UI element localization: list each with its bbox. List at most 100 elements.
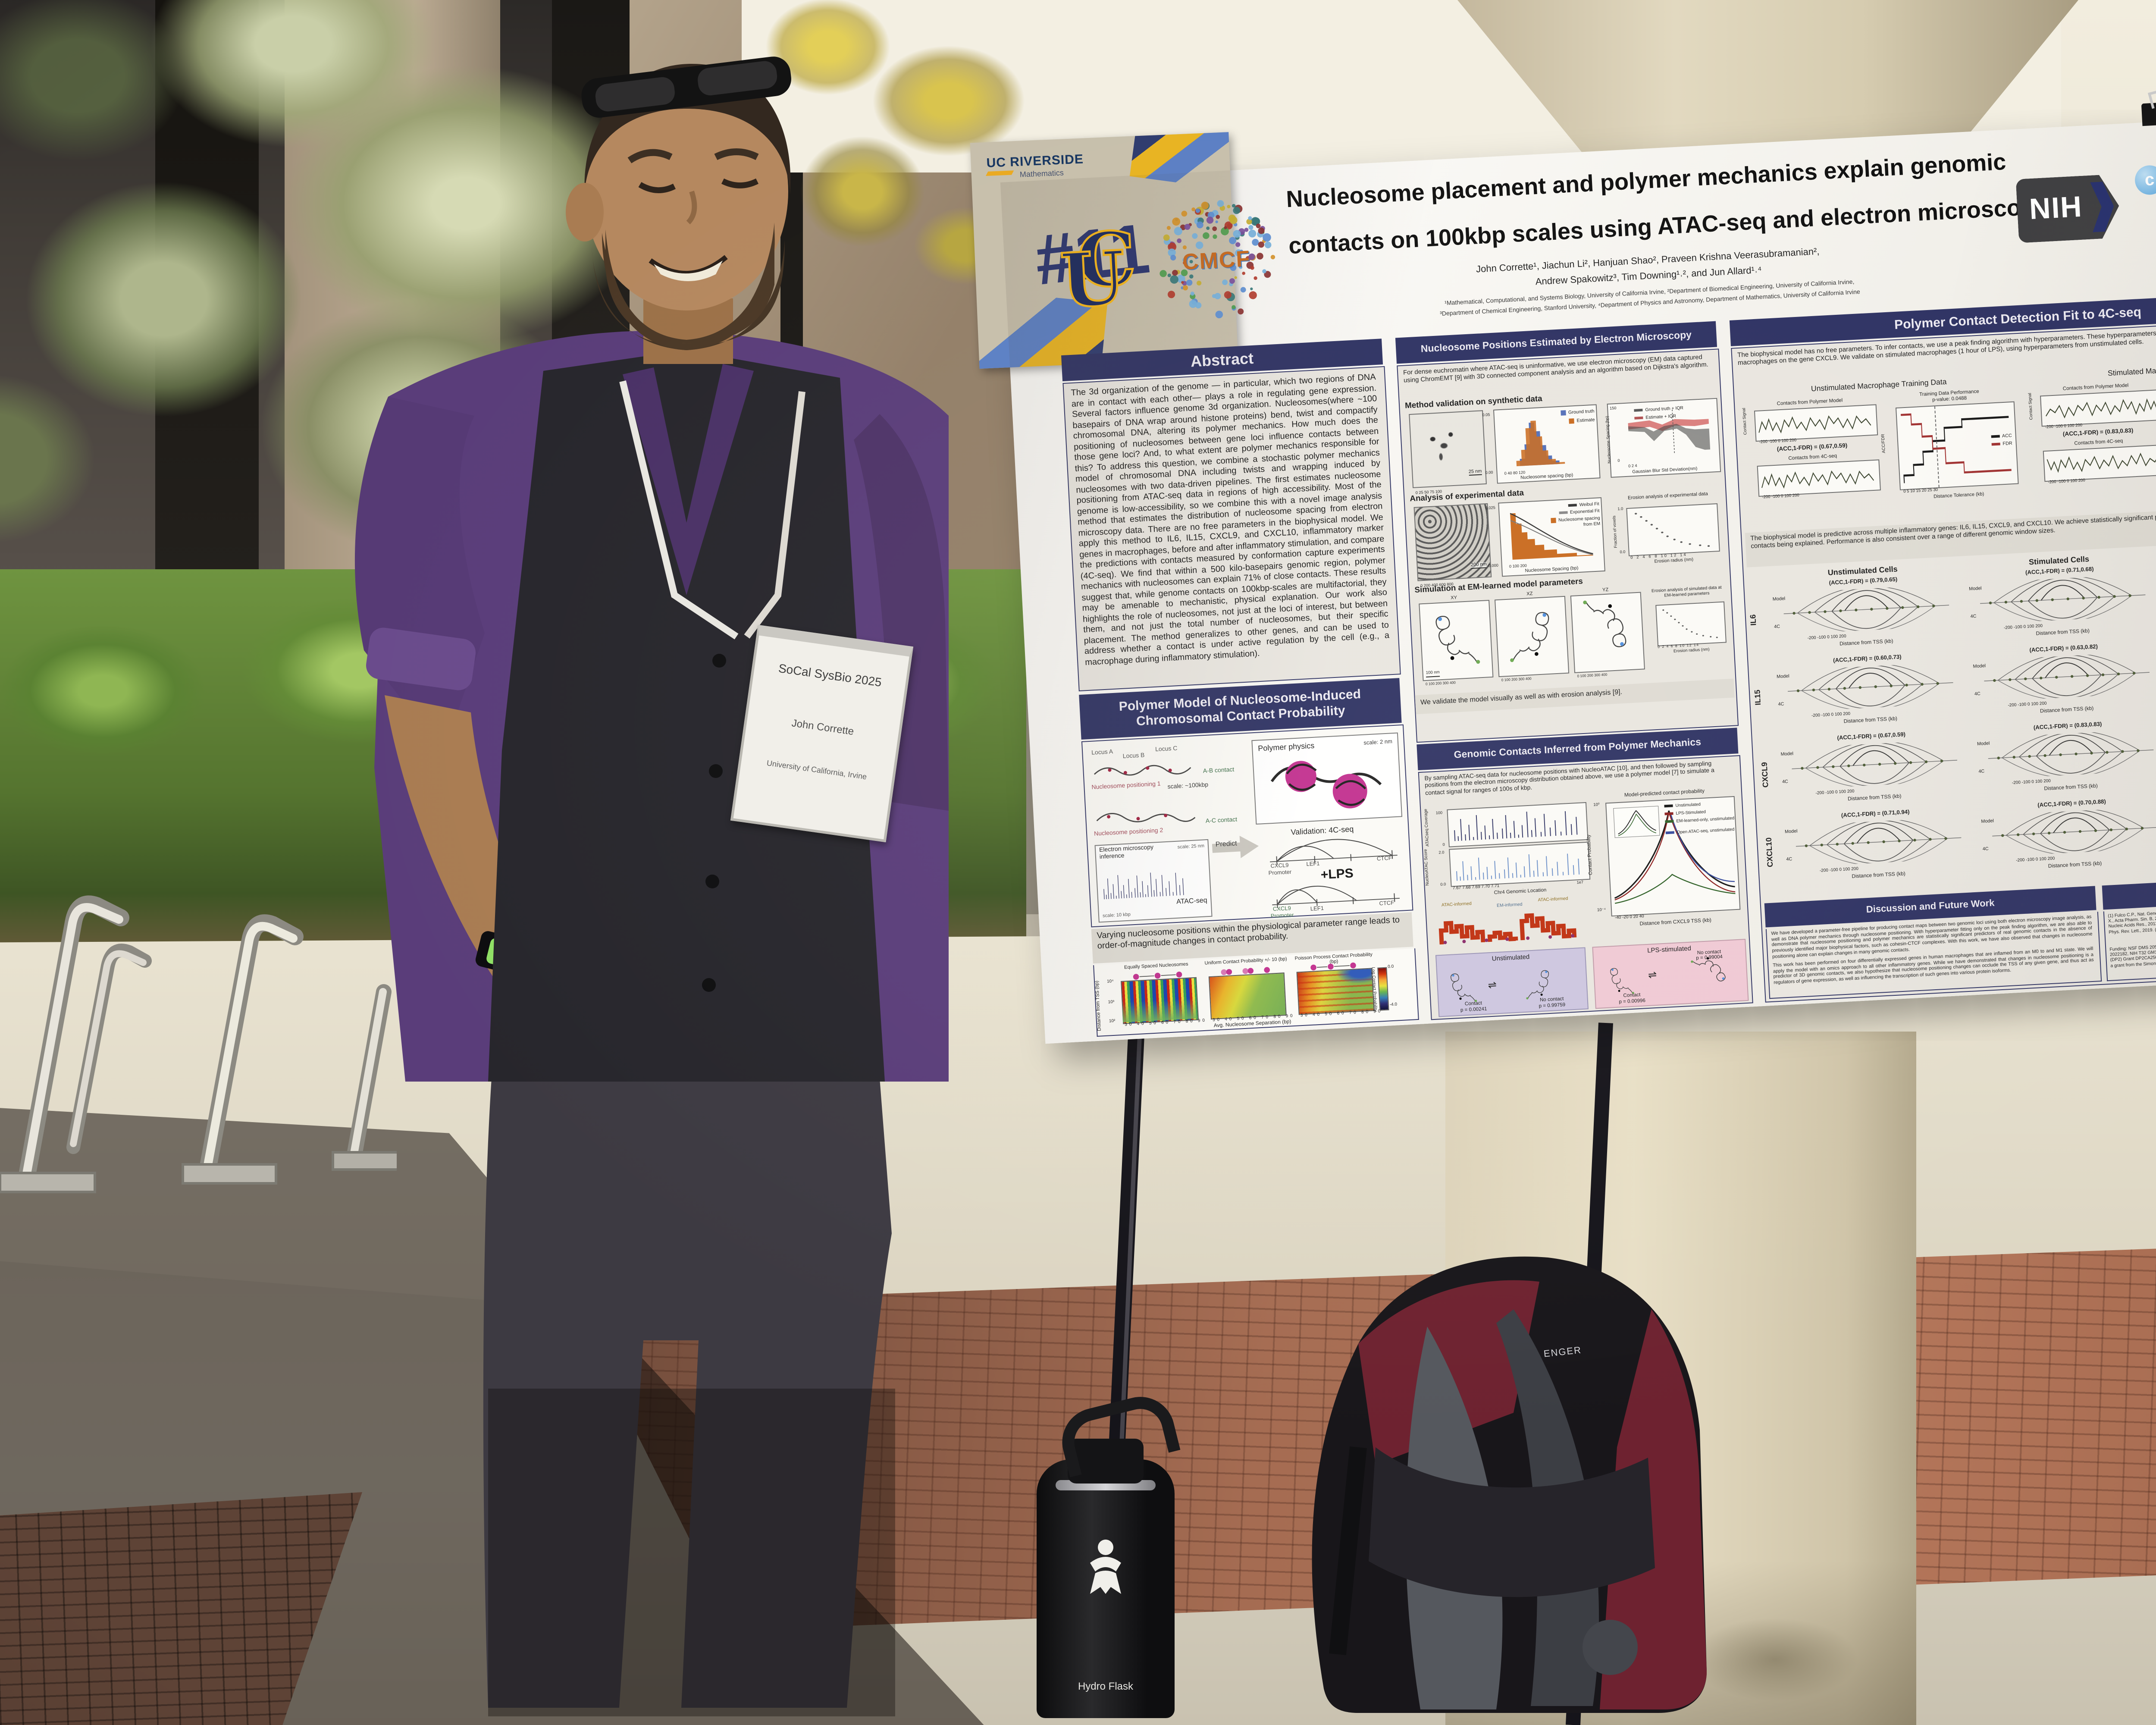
heatmap1-title: Equally Spaced Nucleosomes bbox=[1124, 962, 1188, 971]
gene-xlabel: Distance from TSS (kb) bbox=[2048, 861, 2102, 869]
atac-coverage-track: 100 0 ATACseq Coverage bbox=[1423, 802, 1589, 847]
test-title: Stimulated Macrophage Test Data bbox=[2107, 363, 2156, 378]
heatmap-row: Equally Spaced Nucleosomes Uniform Conta… bbox=[1093, 948, 1419, 1037]
gene-label-il15: IL15 bbox=[1753, 689, 1763, 706]
em-erosion1: Erosion analysis of experimental data 1.… bbox=[1612, 492, 1724, 569]
svg-text:C: C bbox=[1075, 214, 1138, 305]
nucleoatac-track: 2.0 0.0 NucleoATAC Score bbox=[1423, 841, 1591, 887]
presenter-person bbox=[354, 56, 949, 1716]
heatmap-colorbar bbox=[1377, 967, 1389, 1011]
locus-squiggle bbox=[1094, 765, 1191, 776]
track1-ymin: 0 bbox=[1442, 842, 1445, 847]
em-iqr-plot: Ground truth + IQR Estimate + IQR 150 0 … bbox=[1606, 398, 1721, 478]
smile bbox=[654, 260, 723, 281]
nucleoatac-spikes bbox=[1452, 848, 1586, 882]
sim-xy-label: XY bbox=[1450, 595, 1457, 601]
references-body: (1) Fulco C.P., Nat. Genet., 2019. (2) G… bbox=[2103, 899, 2156, 982]
diagram-label-scale100: scale: ~100kbp bbox=[1167, 782, 1209, 790]
diagram-label-atac: ATAC-seq bbox=[1176, 896, 1207, 906]
cp-ymax: 10⁰ bbox=[1593, 803, 1600, 808]
diagram-label-ab: A-B contact bbox=[1203, 767, 1235, 775]
cp-ymin: 10⁻⁴ bbox=[1597, 908, 1606, 913]
nucleosome-spheres bbox=[1270, 761, 1382, 809]
gene-xlabel: Distance from TSS (kb) bbox=[2040, 706, 2094, 715]
abstract-body: The 3d organization of the genome — in p… bbox=[1062, 366, 1401, 692]
heatmap2 bbox=[1208, 972, 1287, 1020]
binder-clip-right bbox=[2141, 101, 2156, 126]
references-text: (1) Fulco C.P., Nat. Genet., 2019. (2) G… bbox=[2108, 905, 2156, 935]
heatmap3 bbox=[1296, 968, 1375, 1015]
panel1-equilibrium: ⇌ bbox=[1488, 979, 1497, 991]
ero-ymax: 1.0 bbox=[1617, 506, 1623, 511]
diagram-label-scale25: scale: 25 nm bbox=[1177, 844, 1205, 850]
em-hist1-leg2: Estimate bbox=[1569, 417, 1595, 425]
gene-xlabel: Distance from TSS (kb) bbox=[2044, 784, 2098, 792]
badge-affiliation: University of California, Irvine bbox=[766, 758, 868, 781]
gene-cell: (ACC,1-FDR) = (0.70,0.88) Model 4C -200 … bbox=[1979, 796, 2156, 881]
gene-xlabel: Distance from TSS (kb) bbox=[1843, 716, 1898, 725]
lps-panel: LPS-stimulated ⇌ No contact p = 0.99004 C… bbox=[1592, 938, 1749, 1009]
em-hist2-leg1: Weibul Fit bbox=[1568, 502, 1599, 508]
em-iqr-xticks: 0 2 4 bbox=[1628, 463, 1637, 468]
sim-xz-label: XZ bbox=[1526, 591, 1533, 597]
atac-informed-label2: ATAC-informed bbox=[1538, 896, 1568, 903]
sim-xz-squiggle bbox=[1499, 600, 1564, 665]
sunglasses bbox=[581, 56, 791, 118]
validation-arcs-1 bbox=[1270, 839, 1398, 865]
gene-arcs bbox=[1988, 805, 2156, 859]
gene-arcs bbox=[1783, 660, 1958, 714]
diagram-label-ctcf-1: CTCF bbox=[1376, 855, 1392, 862]
card-org-swoosh bbox=[986, 170, 1014, 176]
fit4c-body: The biophysical model has no free parame… bbox=[1731, 317, 2156, 1003]
panel1-polymer2 bbox=[1520, 963, 1557, 1001]
diagram-label-predict: Predict bbox=[1215, 839, 1238, 848]
em-scalebar-25nm: 25 nm bbox=[1468, 468, 1482, 476]
diagram-label-promoter1: CXCL9 Promoter bbox=[1268, 862, 1292, 876]
gene-label-il6: IL6 bbox=[1749, 614, 1758, 626]
diagram-label-scale2: scale: 2 nm bbox=[1363, 739, 1393, 746]
track1-ylabel: ATACseq Coverage bbox=[1423, 809, 1431, 847]
sim-ticks: 0 100 200 300 400 bbox=[1577, 672, 1608, 678]
badge-event: SoCal SysBio 2025 bbox=[777, 661, 883, 689]
ero-ymin: 0.0 bbox=[1620, 549, 1626, 554]
em-hist2: 0.025 0.000 Weibul Fit Exponential Fit N… bbox=[1485, 497, 1605, 577]
em-synthetic-image: 25 nm 0 25 50 75 100 bbox=[1409, 410, 1487, 495]
gene-cell: (ACC,1-FDR) = (0.71,0.94) Model 4C -200 … bbox=[1782, 806, 1972, 892]
gene-arcs bbox=[1975, 572, 2150, 626]
panel1-polymer1 bbox=[1442, 966, 1482, 1005]
train-wave1 bbox=[1757, 409, 1873, 437]
track2-ymax: 2.0 bbox=[1438, 850, 1445, 855]
panel2-polymer1 bbox=[1602, 961, 1639, 997]
polymer-model-diagram: Locus A Locus B Locus C Nucleosome posit… bbox=[1081, 724, 1413, 928]
sim-xy: XY 100 nm 0 100 200 300 400 bbox=[1419, 596, 1494, 686]
gene-xlabel: Distance from TSS (kb) bbox=[1839, 639, 1893, 647]
pants bbox=[483, 1078, 892, 1708]
diagram-label-ctcf-2: CTCF bbox=[1379, 900, 1395, 907]
em-erosion2-scatter bbox=[1658, 604, 1722, 642]
card-stripe bbox=[1129, 132, 1238, 194]
unstimulated-panel: Unstimulated ⇌ Contact p = 0.00241 No con… bbox=[1435, 947, 1589, 1017]
em-erosion2-title: Erosion analysis of simulated data at EM… bbox=[1651, 585, 1722, 598]
sim-ticks: 0 100 200 300 400 bbox=[1501, 676, 1532, 682]
diagram-label-locus-a: Locus A bbox=[1091, 749, 1113, 756]
contacts-body: By sampling ATAC-seq data for nucleosome… bbox=[1418, 755, 1753, 1020]
fourc-label: 4C bbox=[1974, 691, 1981, 697]
em-inference-box: Electron microscopy inference scale: 25 … bbox=[1094, 839, 1213, 923]
gene-xticks: -200 -100 0 100 200 bbox=[2012, 778, 2051, 786]
em-iqr-ymax: 150 bbox=[1609, 405, 1617, 411]
atac-spikes bbox=[1100, 867, 1188, 901]
gene-xticks: -200 -100 0 100 200 bbox=[1807, 634, 1846, 641]
gene-cell: (ACC,1-FDR) = (0.60,0.73) Model 4C -200 … bbox=[1774, 651, 1964, 737]
em-sub1: Method validation on synthetic data bbox=[1404, 393, 1543, 410]
water-bottle: Hydro Flask bbox=[1030, 1389, 1181, 1725]
locus-squiggle2 bbox=[1096, 813, 1196, 822]
em-note-text: We validate the model visually as well a… bbox=[1420, 688, 1623, 706]
em-hist1-leg1: Ground truth bbox=[1560, 409, 1595, 417]
em-informed-label: EM-informed bbox=[1496, 902, 1523, 909]
em-hist1-ymax: 0.05 bbox=[1482, 412, 1490, 417]
gene-label-cxcl10: CXCL10 bbox=[1764, 837, 1775, 868]
em-hist1-xticks: 0 40 80 120 bbox=[1504, 470, 1526, 475]
diagram-label-em-inference: Electron microscopy inference bbox=[1099, 844, 1154, 861]
funding-text: Funding: NSF DMS 2052668, NSF Emerging F… bbox=[2109, 941, 2156, 969]
em-body: For dense euchromatin where ATAC-seq is … bbox=[1397, 348, 1739, 743]
